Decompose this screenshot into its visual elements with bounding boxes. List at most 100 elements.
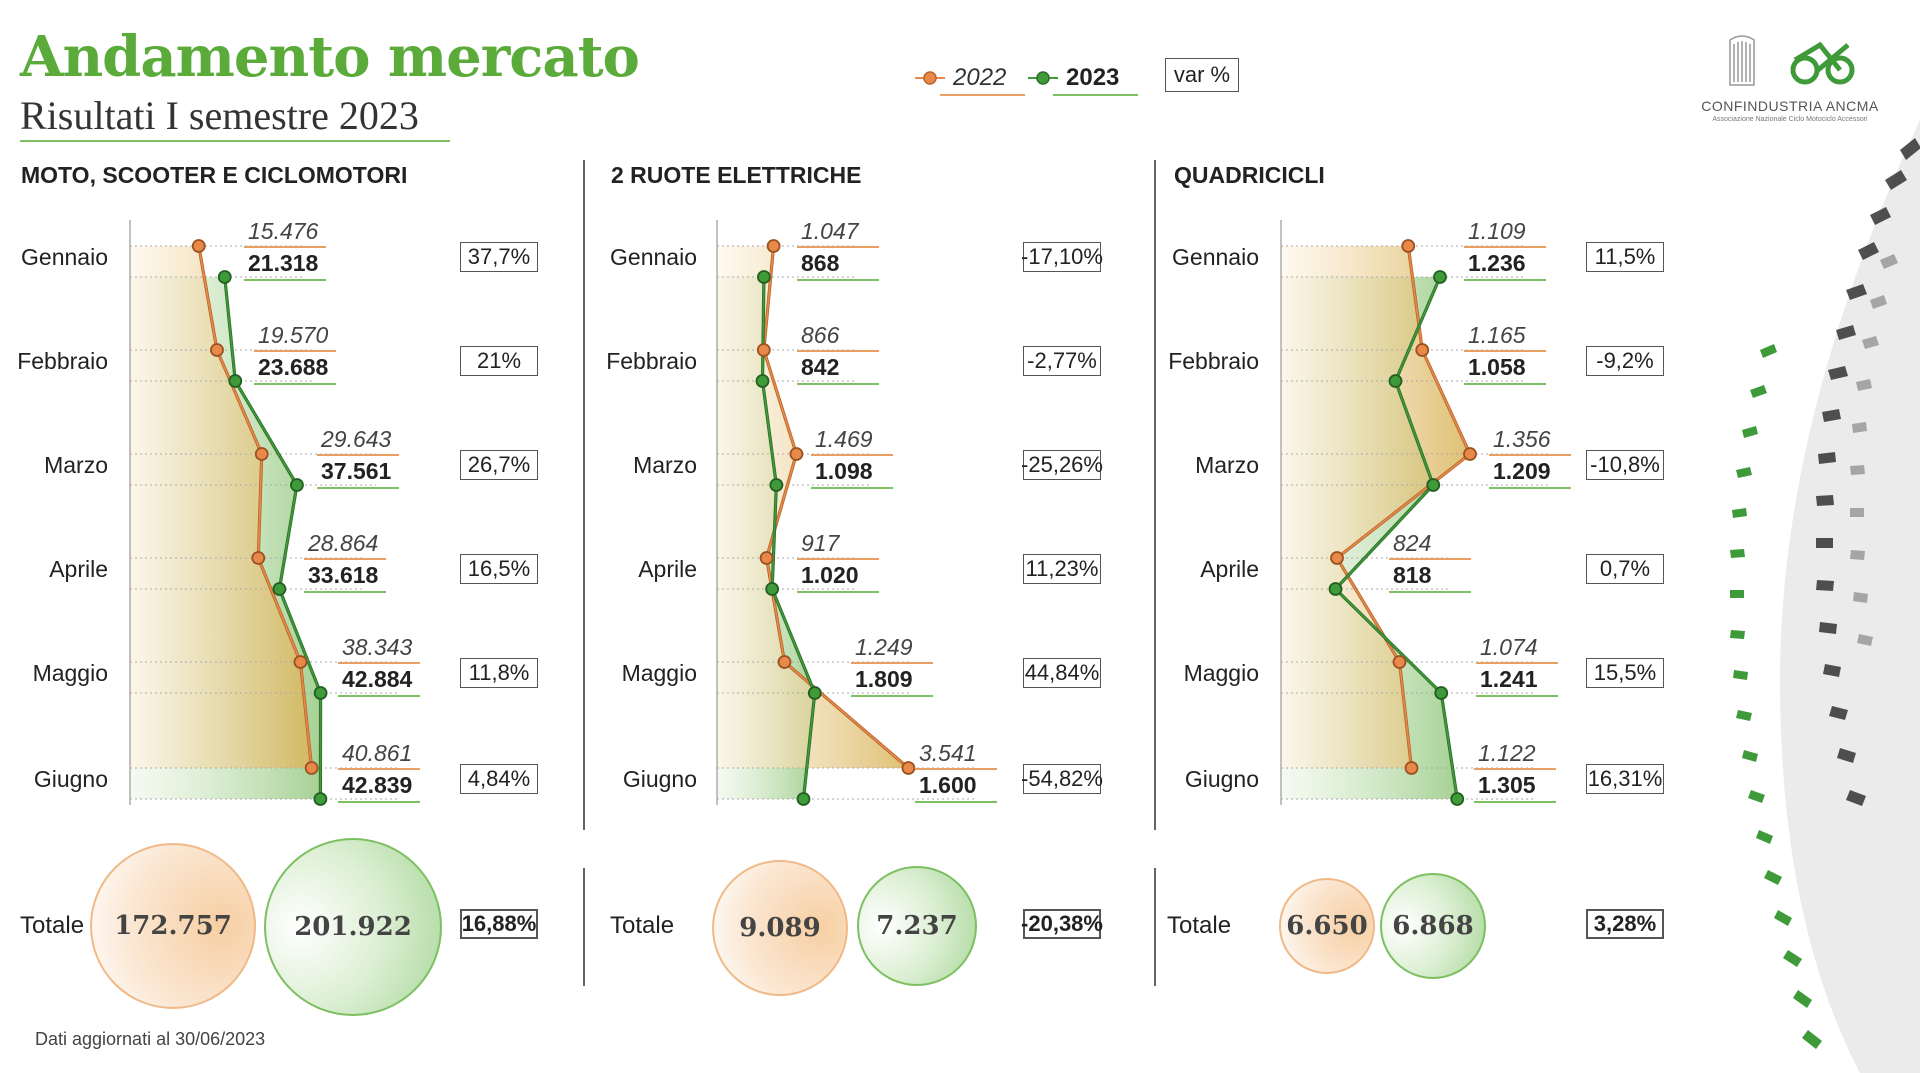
data-point-2023 xyxy=(228,374,243,388)
var-percent-box: 15,5% xyxy=(1586,658,1664,688)
legend-2022: 2022 xyxy=(915,60,1025,96)
label-underline-2022 xyxy=(1464,246,1546,248)
data-point-2022 xyxy=(901,761,916,775)
var-percent-box: 44,84% xyxy=(1023,658,1101,688)
data-point-2022 xyxy=(1392,655,1407,669)
data-point-2023 xyxy=(313,686,328,700)
legend-2022-marker xyxy=(915,71,945,85)
data-point-2023 xyxy=(796,792,811,806)
data-point-2023 xyxy=(313,792,328,806)
data-label-2022: 29.643 xyxy=(321,426,392,452)
month-label: Giugno xyxy=(33,766,108,792)
data-point-2023 xyxy=(755,374,770,388)
total-var-percent-box: -20,38% xyxy=(1021,909,1103,939)
data-label-2022: 1.047 xyxy=(801,218,859,244)
month-label: Maggio xyxy=(1183,660,1259,686)
data-label-2023: 868 xyxy=(801,250,840,276)
total-bubble-2023: 201.922 xyxy=(264,838,442,1016)
month-label: Marzo xyxy=(633,452,697,478)
var-percent-box: 0,7% xyxy=(1586,554,1664,584)
data-point-2022 xyxy=(210,343,224,357)
divider-1-total xyxy=(583,868,585,986)
label-underline-2022 xyxy=(1464,350,1546,352)
month-label: Febbraio xyxy=(1168,348,1259,374)
legend-2023-underline xyxy=(1053,94,1138,96)
var-percent-box: 4,84% xyxy=(460,764,538,794)
data-label-2022: 917 xyxy=(801,530,840,556)
data-label-2023: 1.305 xyxy=(1478,772,1536,798)
month-label: Aprile xyxy=(638,556,697,582)
var-percent-box: 26,7% xyxy=(460,450,538,480)
label-underline-2022 xyxy=(915,768,997,770)
label-underline-2023 xyxy=(338,695,420,697)
data-point-2022 xyxy=(1415,343,1430,357)
section-title-elettriche: 2 RUOTE ELETTRICHE xyxy=(611,162,862,188)
data-point-2023 xyxy=(1433,270,1447,284)
var-percent-box: 11,5% xyxy=(1586,242,1664,272)
legend-2022-underline xyxy=(940,94,1025,96)
data-point-2023 xyxy=(217,270,232,284)
data-point-2023 xyxy=(765,582,780,596)
total-var-percent-box: 3,28% xyxy=(1586,909,1664,939)
label-underline-2022 xyxy=(797,558,879,560)
data-label-2022: 1.074 xyxy=(1480,634,1538,660)
series-line-2023-inner xyxy=(223,276,322,800)
legend-2023: 2023 xyxy=(1028,60,1138,96)
data-label-2022: 1.109 xyxy=(1468,218,1526,244)
data-point-2022 xyxy=(293,655,308,669)
divider-2 xyxy=(1154,160,1156,830)
data-label-2022: 38.343 xyxy=(342,634,413,660)
data-label-2022: 1.165 xyxy=(1468,322,1526,348)
data-point-2023 xyxy=(272,582,287,596)
divider-1 xyxy=(583,160,585,830)
data-label-2023: 842 xyxy=(801,354,840,380)
data-point-2023 xyxy=(807,686,822,700)
label-underline-2023 xyxy=(797,591,879,593)
data-point-2022 xyxy=(756,343,771,357)
label-underline-2022 xyxy=(317,454,399,456)
data-label-2022: 1.122 xyxy=(1478,740,1536,766)
data-label-2023: 21.318 xyxy=(248,250,319,276)
label-underline-2023 xyxy=(304,591,386,593)
label-underline-2023 xyxy=(338,801,420,803)
section-title-moto: MOTO, SCOOTER E CICLOMOTORI xyxy=(21,162,408,188)
data-point-2023 xyxy=(290,478,304,492)
month-label: Aprile xyxy=(49,556,108,582)
label-underline-2022 xyxy=(1476,662,1558,664)
var-percent-box: 11,23% xyxy=(1023,554,1101,584)
label-underline-2023 xyxy=(1464,383,1546,385)
data-label-2023: 1.058 xyxy=(1468,354,1526,380)
page-subtitle: Risultati I semestre 2023 xyxy=(20,93,419,138)
total-label: Totale xyxy=(1167,912,1232,939)
data-point-2022 xyxy=(789,447,804,461)
data-label-2023: 42.884 xyxy=(342,666,413,692)
data-label-2022: 1.469 xyxy=(815,426,873,452)
label-underline-2023 xyxy=(254,383,336,385)
data-label-2023: 1.098 xyxy=(815,458,873,484)
section-title-quadricicli: QUADRICICLI xyxy=(1174,162,1325,188)
data-label-2023: 1.209 xyxy=(1493,458,1551,484)
label-underline-2022 xyxy=(811,454,893,456)
data-point-2022 xyxy=(1401,239,1416,253)
var-percent-box: -17,10% xyxy=(1021,242,1103,272)
footnote: Dati aggiornati al 30/06/2023 xyxy=(35,1029,266,1049)
label-underline-2022 xyxy=(851,662,933,664)
data-label-2022: 19.570 xyxy=(258,322,329,348)
var-percent-box: -54,82% xyxy=(1021,764,1103,794)
data-point-2022 xyxy=(766,239,781,253)
data-point-2023 xyxy=(769,478,784,492)
label-underline-2023 xyxy=(811,487,893,489)
data-point-2023 xyxy=(1328,582,1343,596)
data-label-2022: 15.476 xyxy=(248,218,319,244)
data-label-2023: 33.618 xyxy=(308,562,379,588)
label-underline-2022 xyxy=(244,246,326,248)
data-label-2022: 1.356 xyxy=(1493,426,1551,452)
data-label-2023: 1.241 xyxy=(1480,666,1538,692)
var-percent-box: -9,2% xyxy=(1586,346,1664,376)
divider-2-total xyxy=(1154,868,1156,986)
data-label-2023: 1.020 xyxy=(801,562,859,588)
data-label-2022: 40.861 xyxy=(342,740,413,766)
data-point-2022 xyxy=(304,761,319,775)
